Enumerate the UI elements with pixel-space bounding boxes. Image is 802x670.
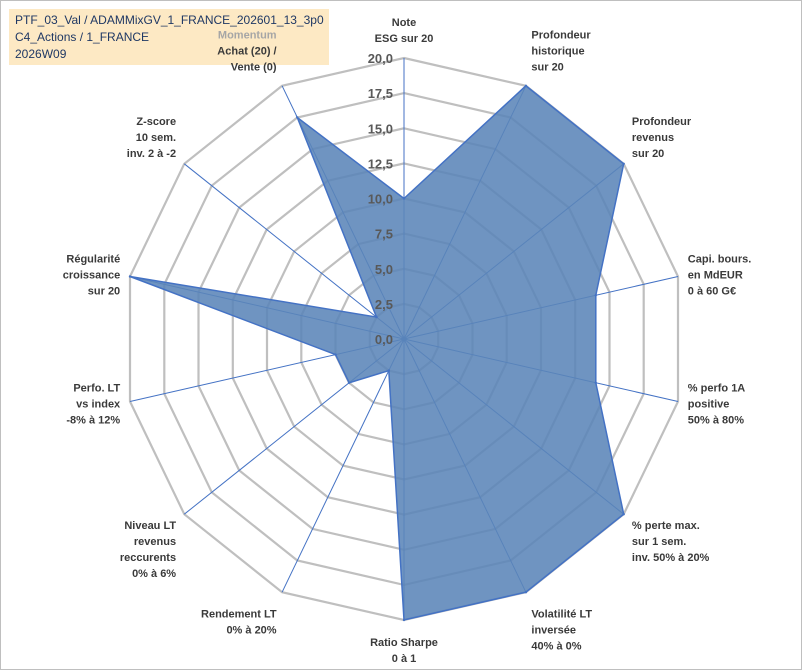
axis-label-ratio-sharpe: Ratio Sharpe 0 à 1	[370, 637, 438, 665]
data-point-perte-max	[622, 513, 625, 516]
data-point-z-score	[375, 315, 378, 319]
tick-label-3: 7,5	[375, 227, 393, 242]
data-point-profondeur-revenus	[622, 162, 625, 165]
data-point-momentum	[296, 116, 299, 119]
radar-axis-labels: Note ESG sur 20 Profondeur historique sur 20…	[63, 17, 752, 665]
data-point-volatilite-lt	[524, 591, 528, 594]
axis-label-volatilite-lt: Volatilité LT inversée 40% à 0%	[531, 608, 592, 652]
tick-label-4: 10,0	[368, 192, 393, 207]
title-line-week: 2026W09	[15, 47, 67, 61]
radar-tick-labels: 0,0 2,5 5,0 7,5 10,0 12,5 15,0 17,5 20,0	[368, 51, 393, 347]
tick-label-7: 17,5	[368, 86, 393, 101]
axis-label-capi-bours: Capi. bours. en MdEUR 0 à 60 G€	[688, 254, 752, 298]
radar-series	[128, 84, 625, 622]
tick-label-1: 2,5	[375, 297, 393, 312]
tick-label-0: 0,0	[375, 332, 393, 347]
data-point-niveau-lt-revenus	[347, 381, 351, 384]
spoke-z-score	[183, 163, 405, 340]
data-point-note-esg	[402, 197, 406, 200]
axis-label-momentum: Momentum Achat (20) / Vente (0)	[217, 30, 277, 74]
tick-label-5: 12,5	[368, 156, 393, 171]
data-point-regularite-croissance	[128, 275, 132, 278]
data-point-perfo-lt-index	[334, 353, 337, 356]
axis-label-profondeur-historique: Profondeur historique sur 20	[531, 30, 591, 74]
data-point-rendement-lt	[387, 369, 390, 372]
axis-label-perfo-lt-index: Perfo. LT vs index -8% à 12%	[66, 382, 121, 426]
axis-label-z-score: Z-score 10 sem. inv. 2 à -2	[127, 116, 176, 160]
data-point-profondeur-historique	[524, 84, 528, 88]
axis-label-perte-max: % perte max. sur 1 sem. inv. 50% à 20%	[632, 520, 710, 564]
axis-label-rendement-lt: Rendement LT 0% à 20%	[201, 608, 277, 636]
axis-label-note-esg: Note ESG sur 20	[375, 17, 434, 45]
chart-title-box: PTF_03_Val / ADAMMixGV_1_FRANCE_202601_1…	[9, 9, 329, 65]
title-line-category: C4_Actions / 1_FRANCE	[15, 30, 150, 44]
data-point-ratio-sharpe	[402, 618, 406, 622]
spoke-rendement-lt	[281, 338, 405, 593]
axis-label-niveau-lt-revenus: Niveau LT revenus reccurents 0% à 6%	[120, 520, 177, 580]
tick-label-2: 5,0	[375, 262, 393, 277]
tick-label-8: 20,0	[368, 51, 393, 66]
data-point-perfo-1a	[594, 381, 597, 384]
axis-label-profondeur-revenus: Profondeur revenus sur 20	[632, 116, 692, 160]
axis-label-regularite-croissance: Régularité croissance sur 20	[63, 254, 120, 298]
data-point-capi-bours	[594, 294, 597, 297]
title-line-portfolio: PTF_03_Val / ADAMMixGV_1_FRANCE_202601_1…	[15, 13, 324, 27]
tick-label-6: 15,0	[368, 121, 393, 136]
axis-label-perfo-1a: % perfo 1A positive 50% à 80%	[688, 382, 746, 426]
